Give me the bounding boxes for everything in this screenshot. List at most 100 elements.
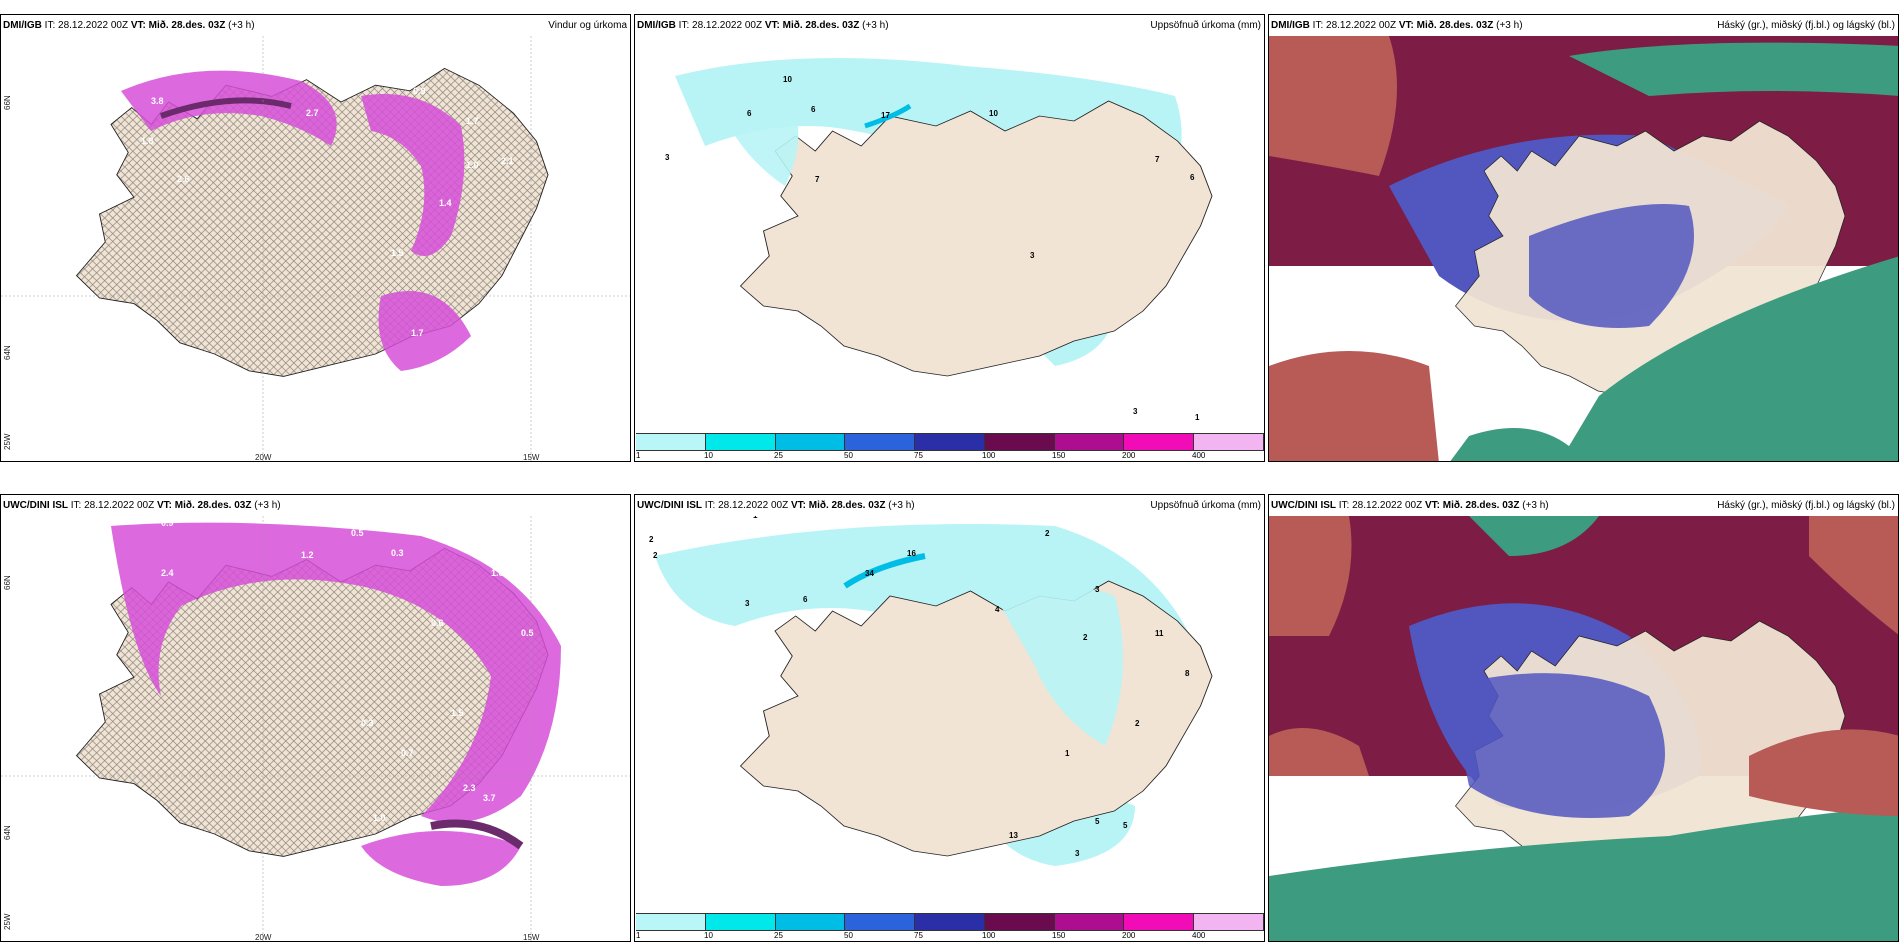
colorbar-swatch [705, 434, 776, 450]
map-value: 16 [907, 549, 916, 558]
colorbar-swatch [636, 914, 706, 930]
cloud-map [1269, 36, 1898, 461]
map-value: 6 [747, 109, 752, 118]
panel-header: DMI/IGB IT: 28.12.2022 00Z VT: Mið. 28.d… [1271, 20, 1523, 31]
map-value: 1.7 [411, 328, 424, 338]
map-value: 34 [865, 569, 874, 578]
colorbar-swatch [984, 434, 1055, 450]
map-value: 1.3 [491, 396, 504, 406]
colorbar-tick: 10 [704, 451, 713, 460]
accum-precip-panel-dmi: DMI/IGB IT: 28.12.2022 00Z VT: Mið. 28.d… [634, 14, 1265, 462]
accum-value-labels: 2 2 1 16 34 6 3 2 4 3 2 11 8 2 1 5 5 3 1… [649, 516, 1190, 858]
map-value: 1.5 [451, 708, 464, 718]
colorbar-swatch [705, 914, 776, 930]
map-value: 1 [753, 516, 758, 520]
map-value: 1.4 [439, 198, 452, 208]
colorbar-swatch [1124, 914, 1195, 930]
map-value: 5 [1095, 817, 1100, 826]
map-value: 11 [1155, 629, 1164, 638]
map-value: 10 [989, 109, 998, 118]
cloud-panel-uwc: UWC/DINI ISL IT: 28.12.2022 00Z VT: Mið.… [1268, 494, 1899, 942]
map-value: 0.9 [413, 86, 426, 96]
colorbar-swatch [984, 914, 1055, 930]
map-value: 0.9 [161, 518, 174, 528]
map-value: 1 [1195, 413, 1200, 422]
colorbar-tick: 150 [1052, 451, 1066, 460]
map-value: 3 [1133, 407, 1138, 416]
map-value: 0.4 [581, 123, 594, 133]
map-value: 17 [881, 111, 890, 120]
map-value: 3 [1030, 251, 1035, 260]
precip-colorbar [636, 433, 1264, 451]
colorbar-swatch [1124, 434, 1195, 450]
map-value: 2 [1135, 719, 1140, 728]
cloud-map [1269, 516, 1898, 941]
colorbar-tick: 25 [774, 931, 783, 940]
colorbar-tick: 200 [1122, 931, 1136, 940]
map-value: 7 [815, 175, 820, 184]
lat-label: 64N [3, 345, 12, 360]
colorbar-tick: 10 [704, 931, 713, 940]
map-value: 6 [1190, 173, 1195, 182]
map-value: 3 [745, 599, 750, 608]
colorbar-tick: 100 [982, 451, 996, 460]
colorbar-tick: 400 [1192, 451, 1206, 460]
map-value: 1.8 [441, 396, 454, 406]
map-value: 0.7 [401, 748, 414, 758]
map-value: 1.8 [141, 136, 154, 146]
lon-label: 20W [255, 933, 272, 942]
lon-label: 25W [3, 433, 12, 450]
colorbar-tick: 75 [914, 931, 923, 940]
map-value: 13 [1009, 831, 1018, 840]
colorbar-swatch [1194, 914, 1264, 930]
precip-value-labels: 0.9 2.4 1.2 0.5 0.3 1.0 0.5 0.6 1.5 0.7 … [161, 518, 554, 823]
cloud-panel-dmi: DMI/IGB IT: 28.12.2022 00Z VT: Mið. 28.d… [1268, 14, 1899, 462]
map-value: 0.5 [521, 628, 534, 638]
lon-label: 25W [3, 913, 12, 930]
colorbar-swatch [845, 914, 916, 930]
panel-title: Háský (gr.), miðský (fj.bl.) og lágský (… [1717, 20, 1895, 31]
accum-precip-panel-uwc: UWC/DINI ISL IT: 28.12.2022 00Z VT: Mið.… [634, 494, 1265, 942]
colorbar-tick: 200 [1122, 451, 1136, 460]
map-value: 1.0 [466, 160, 479, 170]
map-value: 0.6 [431, 618, 444, 628]
lat-label: 66N [3, 575, 12, 590]
map-value: 1.5 [391, 248, 404, 258]
map-value: 2.3 [463, 783, 476, 793]
colorbar-swatch [636, 434, 706, 450]
colorbar-swatch [1194, 434, 1264, 450]
map-value: 7 [1155, 155, 1160, 164]
colorbar-tick: 1 [636, 931, 641, 940]
accum-precip-map: 3 10 6 6 7 17 10 7 6 3 3 1 [635, 36, 1264, 436]
map-value: 4.0 [541, 603, 554, 613]
colorbar-tick: 400 [1192, 931, 1206, 940]
panel-header: UWC/DINI ISL IT: 28.12.2022 00Z VT: Mið.… [1271, 500, 1549, 511]
map-value: 0.5 [351, 528, 364, 538]
map-value: 6 [811, 105, 816, 114]
wind-precip-panel-uwc: UWC/DINI ISL IT: 28.12.2022 00Z VT: Mið.… [0, 494, 631, 942]
lon-label: 15W [523, 453, 540, 462]
map-value: 1 [1065, 749, 1070, 758]
colorbar-swatch [775, 434, 846, 450]
map-value: 3 [1075, 849, 1080, 858]
map-value: 3 [1095, 585, 1100, 594]
map-value: 2.6 [177, 174, 190, 184]
map-value: 1.2 [301, 550, 314, 560]
colorbar-tick: 50 [844, 931, 853, 940]
map-value: 2.4 [161, 568, 174, 578]
map-value: 2 [649, 535, 654, 544]
colorbar-tick: 75 [914, 451, 923, 460]
panel-header: DMI/IGB IT: 28.12.2022 00Z VT: Mið. 28.d… [637, 20, 889, 31]
panel-title: Háský (gr.), miðský (fj.bl.) og lágský (… [1717, 500, 1895, 511]
colorbar-swatch [1054, 914, 1125, 930]
map-value: 2.1 [501, 156, 514, 166]
colorbar-swatch [1054, 434, 1125, 450]
map-value: 2 [653, 551, 658, 560]
precip-value-labels: 3.8 1.8 2.6 2.7 0.9 1.7 2.1 1.4 1.0 0.4 … [141, 86, 594, 406]
map-value: 0.3 [361, 718, 374, 728]
colorbar-tick: 50 [844, 451, 853, 460]
map-value: 1.0 [491, 568, 504, 578]
map-value: 0.9 [481, 374, 494, 384]
map-value: 1.0 [373, 813, 386, 823]
lat-label: 66N [3, 95, 12, 110]
